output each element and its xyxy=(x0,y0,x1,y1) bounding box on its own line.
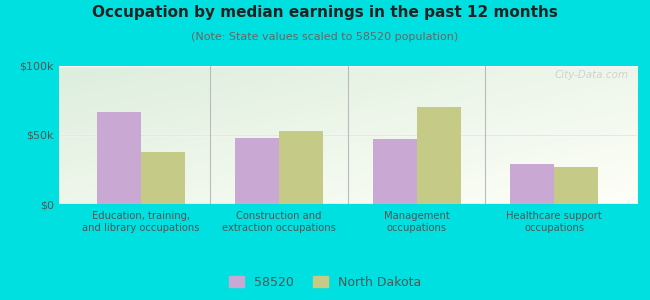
Bar xyxy=(279,131,323,204)
Bar xyxy=(235,138,279,204)
Bar xyxy=(97,112,141,204)
Bar xyxy=(417,107,461,204)
Bar xyxy=(510,164,554,204)
Bar xyxy=(372,139,417,204)
Bar xyxy=(141,152,185,204)
Text: City-Data.com: City-Data.com xyxy=(554,70,629,80)
Bar xyxy=(554,167,599,204)
Text: (Note: State values scaled to 58520 population): (Note: State values scaled to 58520 popu… xyxy=(191,32,459,41)
Text: Occupation by median earnings in the past 12 months: Occupation by median earnings in the pas… xyxy=(92,4,558,20)
Legend: 58520, North Dakota: 58520, North Dakota xyxy=(224,271,426,294)
